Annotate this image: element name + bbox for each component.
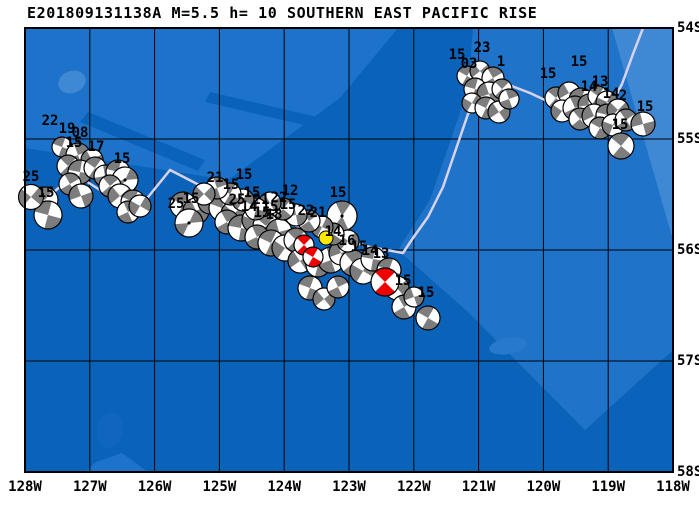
event-depth-label: 19 [59, 121, 76, 137]
lon-tick-label: 121W [461, 479, 496, 495]
map-border [24, 27, 674, 473]
event-depth-label: 15 [223, 177, 240, 193]
lon-tick-label: 119W [591, 479, 626, 495]
event-depth-label: 13 [592, 74, 609, 90]
event-depth-label: 15 [330, 185, 347, 201]
lat-tick-label: 58S [677, 464, 699, 480]
event-depth-label: 21 [310, 205, 327, 221]
event-depth-label: 16 [339, 233, 356, 249]
event-depth-label: 15 [612, 117, 629, 133]
lat-tick-label: 55S [677, 131, 699, 147]
lat-tick-label: 54S [677, 20, 699, 36]
event-depth-label: 15 [66, 135, 83, 151]
light-spot-a [58, 70, 86, 94]
light-patch-bottom-left [85, 453, 148, 472]
dark-streak-2 [205, 92, 330, 130]
event-depth-label: 15 [254, 205, 271, 221]
focal-mechanism-beachball [68, 183, 94, 209]
event-depth-label: 15 [571, 54, 588, 70]
event-depth-label: 14 [581, 79, 598, 95]
event-depth-label: 23 [474, 40, 491, 56]
beachball-layer [17, 60, 656, 331]
event-depth-label: 17 [88, 139, 105, 155]
event-depth-label: 15 [114, 151, 131, 167]
lat-tick-label: 56S [677, 242, 699, 258]
event-depth-label: 14 [241, 199, 258, 215]
event-depth-label: 14 [325, 224, 342, 240]
event-depth-label: 25 [168, 196, 185, 212]
event-depth-label: 12 [282, 183, 299, 199]
event-depth-label: 08 [72, 125, 89, 141]
event-depth-label: 14 [362, 243, 379, 259]
event-depth-label: 22 [298, 203, 315, 219]
event-depth-label: 15 [351, 239, 368, 255]
event-depth-label: 15 [38, 185, 55, 201]
event-depth-label: 21 [207, 170, 224, 186]
lon-tick-label: 127W [72, 479, 107, 495]
lon-tick-label: 118W [656, 479, 690, 495]
event-depth-label: 15 [183, 191, 200, 207]
light-band-upper-left [25, 28, 398, 180]
lon-tick-label: 128W [8, 479, 42, 495]
event-depth-label: 15 [236, 167, 253, 183]
lon-tick-label: 123W [332, 479, 366, 495]
focal-mechanism-beachball [403, 286, 425, 308]
light-spot-c [489, 337, 527, 355]
focal-mechanism-beachball [630, 111, 656, 137]
event-depth-label: 15 [418, 285, 435, 301]
event-depth-label: 14 [603, 86, 620, 102]
event-depth-label: 22 [271, 190, 288, 206]
lon-tick-label: 122W [396, 479, 431, 495]
focal-mechanism-beachball [33, 200, 63, 230]
event-depth-label: 2 [619, 88, 627, 104]
light-spot-b [96, 412, 124, 448]
focal-mechanism-beachball [415, 305, 441, 331]
dark-streak-1 [80, 112, 205, 171]
lon-tick-label: 125W [202, 479, 237, 495]
event-depth-label: 15 [280, 197, 297, 213]
focal-mechanism-beachball [336, 229, 360, 253]
focal-mechanism-beachball [607, 132, 635, 160]
map-title: E201809131138A M=5.5 h= 10 SOUTHERN EAST… [27, 4, 538, 22]
event-depth-label: 15 [540, 66, 557, 82]
lon-tick-label: 126W [137, 479, 172, 495]
lat-tick-label: 57S [677, 353, 699, 369]
event-depth-label: 15 [395, 273, 412, 289]
event-depth-label: 18 [266, 207, 283, 223]
event-depth-label: 25 [23, 169, 40, 185]
focal-mechanism-red [302, 246, 324, 268]
lon-tick-label: 124W [267, 479, 302, 495]
focal-mechanism-red [370, 267, 400, 297]
event-depth-label: 21 [253, 192, 270, 208]
lon-tick-label: 120W [526, 479, 561, 495]
focal-mechanism-beachball [128, 194, 152, 218]
event-depth-label: 22 [42, 113, 59, 129]
event-depth-label: 1 [497, 54, 505, 70]
event-depth-label: 25 [229, 192, 246, 208]
event-depth-label: 15 [449, 47, 466, 63]
event-depth-label: 15 [262, 199, 279, 215]
focal-mechanism-beachball [192, 182, 216, 206]
focal-mechanism-beachball [498, 88, 520, 110]
event-depth-label: 15 [244, 185, 261, 201]
event-marker-yellow [318, 230, 334, 246]
event-depth-label: 13 [373, 246, 390, 262]
focal-mechanism-beachball [326, 275, 350, 299]
event-depth-label: 03 [461, 56, 478, 72]
event-depth-label: 15 [637, 99, 654, 115]
focal-mechanism-beachball [174, 208, 204, 238]
